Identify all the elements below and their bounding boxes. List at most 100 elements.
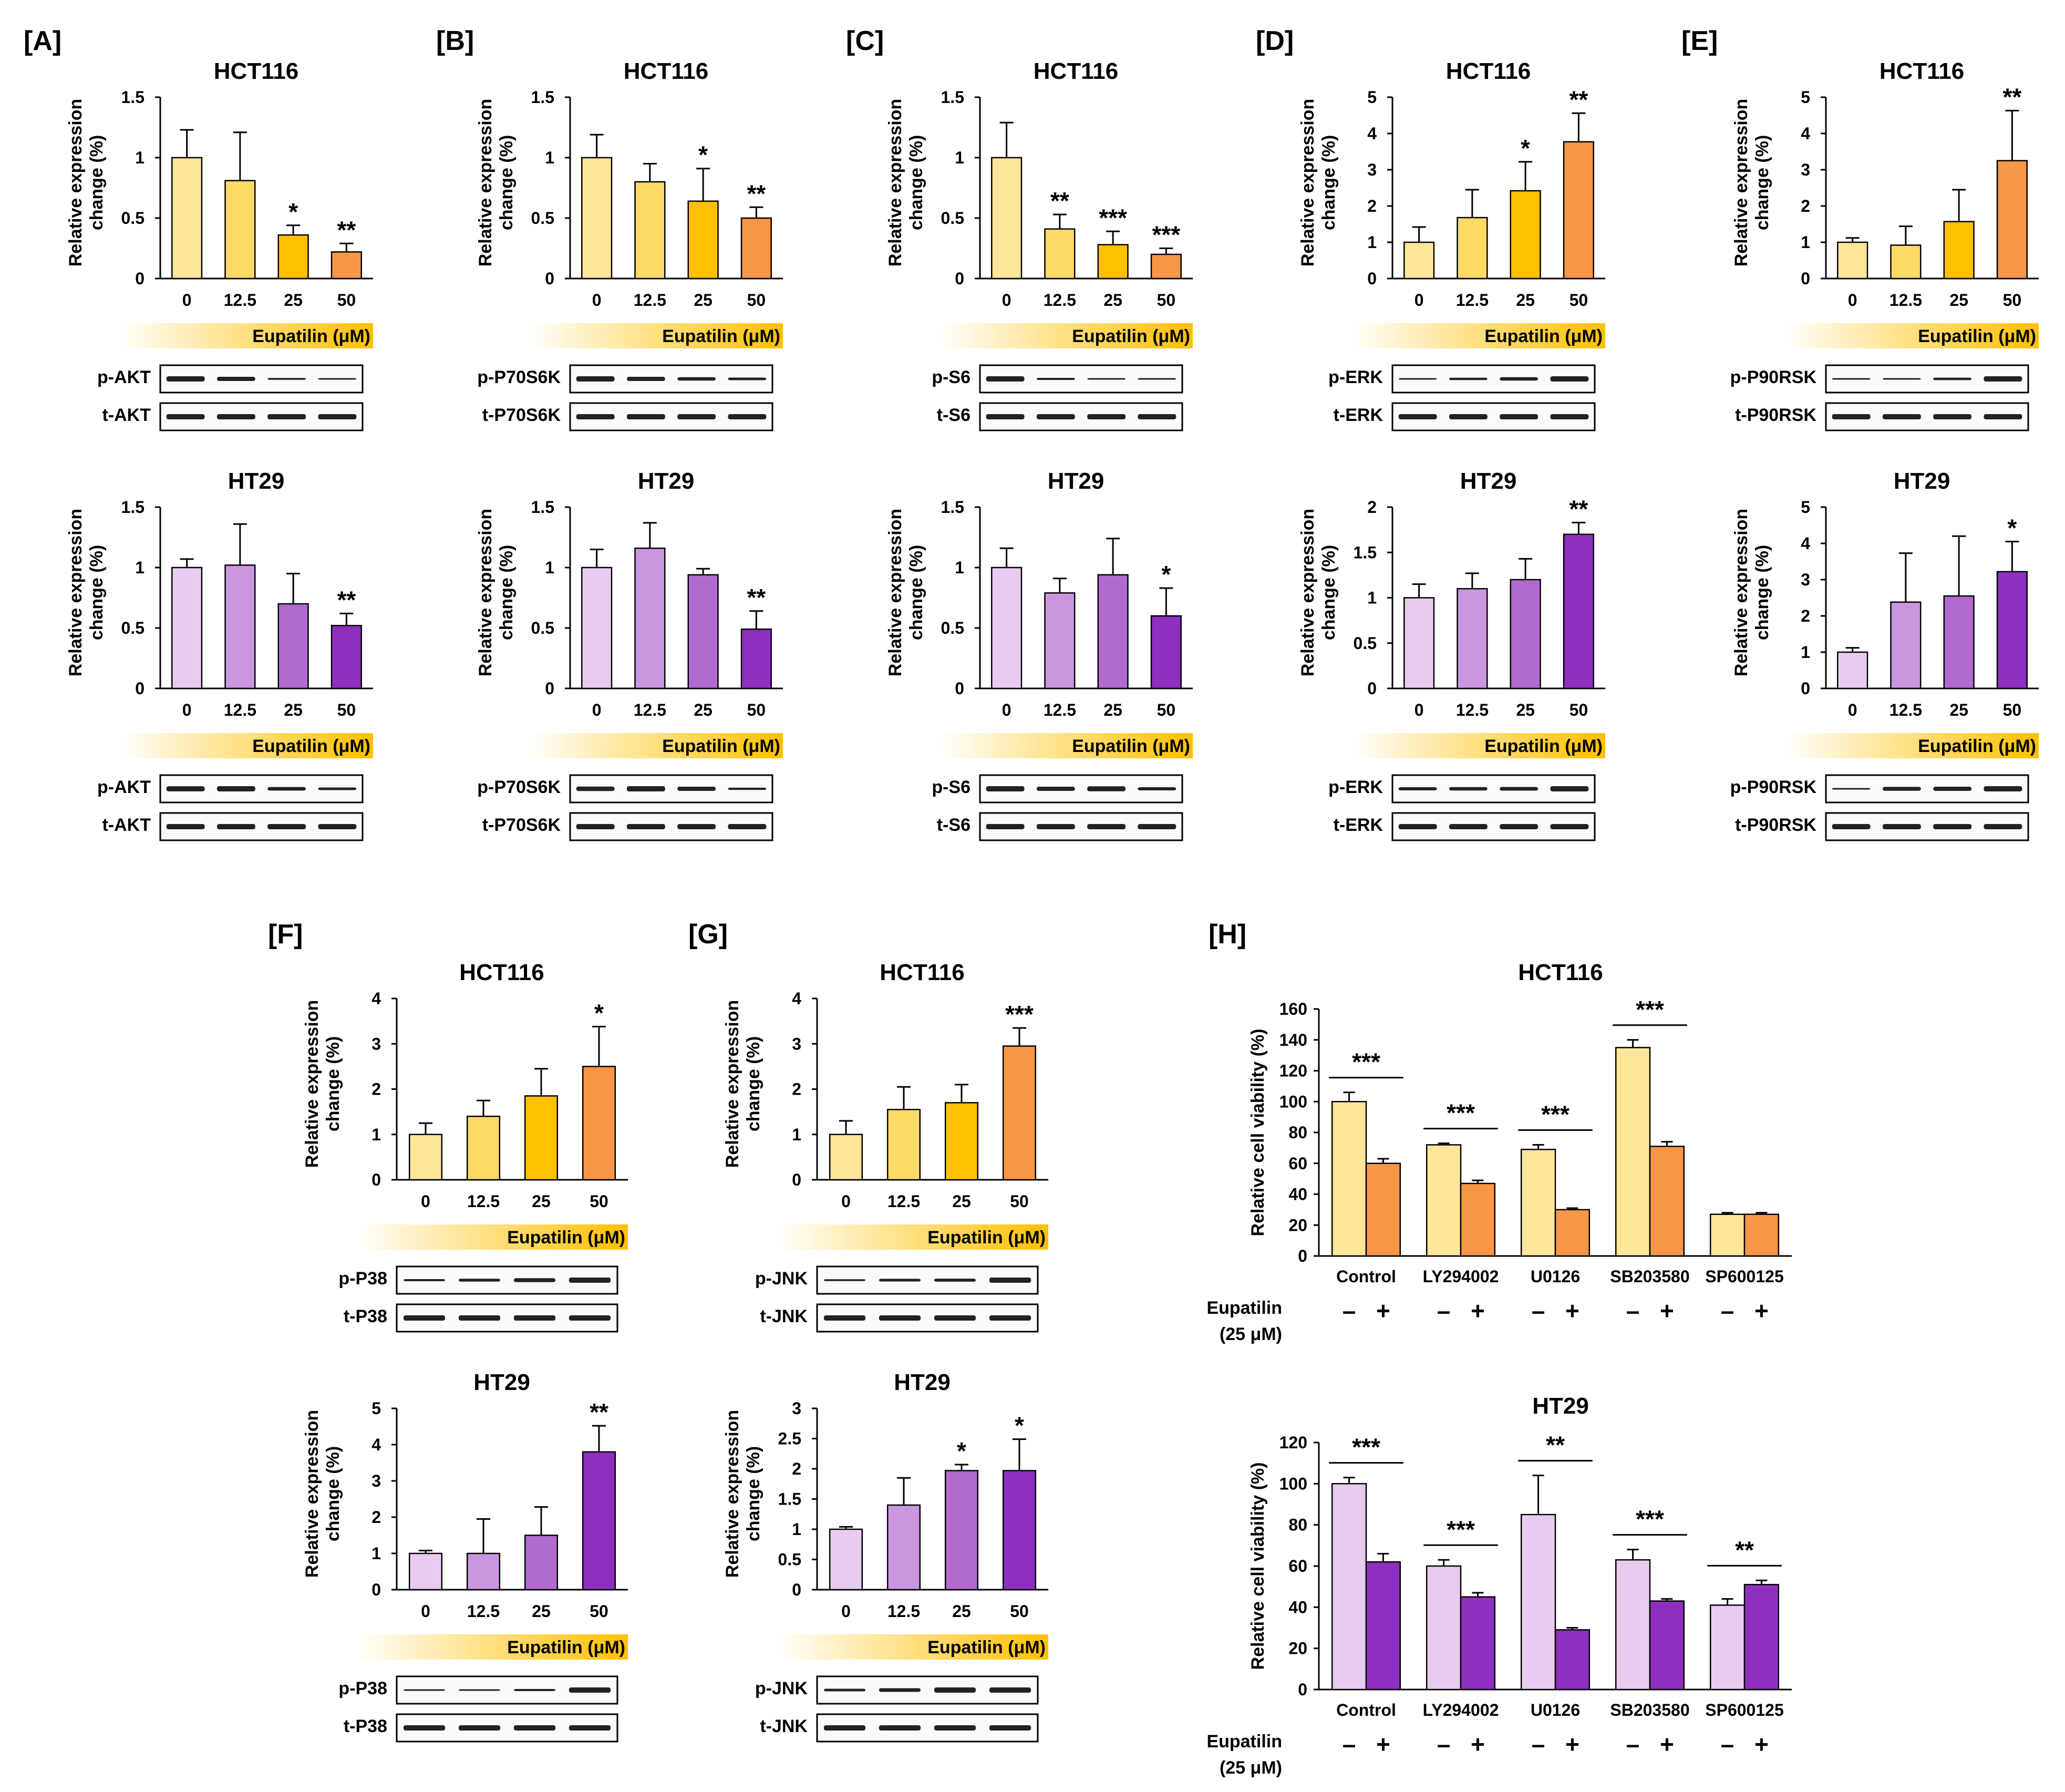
blot-band (216, 414, 255, 419)
bar (1890, 601, 1922, 689)
blot-band (728, 414, 767, 419)
bar (171, 567, 203, 689)
treatment-gradient (938, 323, 1193, 348)
blot-band (318, 787, 357, 790)
chart-title: HCT116 (459, 960, 544, 985)
x-tick-label: 12.5 (1890, 701, 1922, 719)
bar (1837, 651, 1868, 689)
bar (466, 1116, 501, 1181)
y-axis-label-line: Relative expression (722, 1000, 742, 1168)
x-tick-label: 50 (2003, 701, 2022, 719)
chart-D1: [D] HCT116 Relative expressionchange (%) 0 1… (1256, 26, 1605, 431)
treatment-label: Eupatilin (μM) (927, 1637, 1046, 1657)
y-axis-label-line: Relative expression (476, 509, 495, 676)
y-tick-label: 3 (371, 1471, 381, 1490)
blot-band (1036, 824, 1075, 829)
y-tick-label: 1.5 (531, 498, 554, 517)
x-tick-label: 0 (592, 701, 602, 719)
treatment-gradient (1350, 323, 1605, 348)
bar (1554, 1629, 1591, 1691)
y-tick-label: 1.5 (531, 88, 554, 107)
bar (1743, 1584, 1780, 1691)
chart-title: HT29 (1532, 1393, 1589, 1419)
y-tick-label: 0.5 (1354, 634, 1377, 653)
panel-label: [A] (24, 26, 61, 56)
bar (1460, 1596, 1496, 1691)
treatment-minus: – (1532, 1731, 1545, 1758)
bar (1520, 1149, 1556, 1257)
bar (1002, 1045, 1037, 1181)
significance-mark: ** (2002, 84, 2021, 111)
y-tick-label: 0.5 (121, 619, 144, 637)
significance-mark: * (957, 1437, 966, 1465)
x-tick-label: 12.5 (1044, 701, 1076, 719)
bar (634, 181, 666, 280)
y-tick-label: 2 (792, 1459, 801, 1478)
blot-band (569, 1278, 611, 1283)
blot-label: p-S6 (932, 777, 970, 797)
x-tick-label: 12.5 (634, 291, 666, 310)
bar (581, 567, 613, 689)
y-axis-label-line: Relative expression (1298, 99, 1318, 266)
y-tick-label: 4 (792, 989, 801, 1008)
treatment-dose: (25 μM) (1220, 1324, 1282, 1344)
chart-G1: [G] HCT116 Relative expressionchange (%) 0 1… (688, 919, 1048, 1333)
x-tick-label: 25 (952, 1192, 971, 1211)
blot-label: p-P90RSK (1730, 777, 1817, 797)
treatment-minus: – (1437, 1731, 1451, 1758)
treatment-label: Eupatilin (μM) (1484, 736, 1603, 756)
chart-A2: HT29 Relative expressionchange (%) 0 0.5 1 1.… (66, 468, 373, 841)
significance-mark: *** (1636, 996, 1664, 1023)
significance-mark: *** (1636, 1506, 1664, 1533)
bar (944, 1102, 979, 1181)
bar (582, 1066, 616, 1181)
y-tick-label: 0 (135, 269, 144, 288)
treatment-label: Eupatilin (μM) (1484, 326, 1603, 346)
treatment-label: Eupatilin (μM) (252, 736, 370, 756)
bar (1615, 1559, 1651, 1691)
y-axis-label-line: change (%) (497, 545, 517, 640)
blot-band (728, 377, 767, 380)
blot-band (569, 1687, 611, 1693)
blot-label: p-JNK (755, 1678, 808, 1698)
y-tick-label: 5 (1801, 88, 1810, 107)
y-tick-label: 20 (1288, 1639, 1307, 1658)
significance-mark: * (1521, 135, 1530, 162)
x-tick-label: 25 (1516, 701, 1535, 719)
y-tick-label: 1.5 (121, 498, 144, 517)
y-tick-label: 2 (1801, 606, 1810, 625)
x-tick-label: 0 (1848, 701, 1857, 719)
y-tick-label: 120 (1279, 1062, 1307, 1080)
blot-band (1933, 787, 1972, 791)
y-axis-label-line: change (%) (744, 1446, 763, 1541)
x-tick-label: 0 (421, 1192, 430, 1211)
blot-band (1933, 377, 1972, 380)
bar (1943, 595, 1975, 689)
blot-band (1138, 414, 1176, 419)
treatment-plus: + (1471, 1297, 1485, 1324)
blot-label: t-S6 (937, 815, 970, 835)
y-tick-label: 2 (1367, 498, 1377, 517)
y-tick-label: 1 (955, 148, 964, 167)
blot-band (934, 1279, 976, 1282)
blot-band (1984, 414, 2022, 419)
treatment-label: Eupatilin (μM) (927, 1228, 1046, 1248)
bar (1426, 1565, 1462, 1691)
x-tick-label: 25 (1516, 291, 1535, 310)
bar (1520, 1513, 1556, 1691)
y-tick-label: 2 (371, 1508, 381, 1527)
y-tick-label: 1 (1367, 589, 1377, 607)
blot-label: p-ERK (1328, 367, 1383, 387)
y-axis-label: Relative expressionchange (%) (885, 509, 926, 676)
x-tick-label: U0126 (1531, 1267, 1580, 1286)
significance-mark: * (2007, 514, 2017, 542)
y-axis-label-line: Relative expression (1731, 99, 1751, 266)
treatment-label: Eupatilin (μM) (252, 326, 370, 346)
blot-band (989, 1687, 1031, 1693)
y-tick-label: 2 (371, 1080, 381, 1099)
y-axis-label-line: change (%) (497, 135, 517, 230)
y-axis-label-line: Relative expression (722, 1410, 742, 1578)
blot-band (216, 824, 255, 829)
significance-mark: ** (747, 584, 766, 611)
treatment-plus: + (1376, 1731, 1390, 1758)
